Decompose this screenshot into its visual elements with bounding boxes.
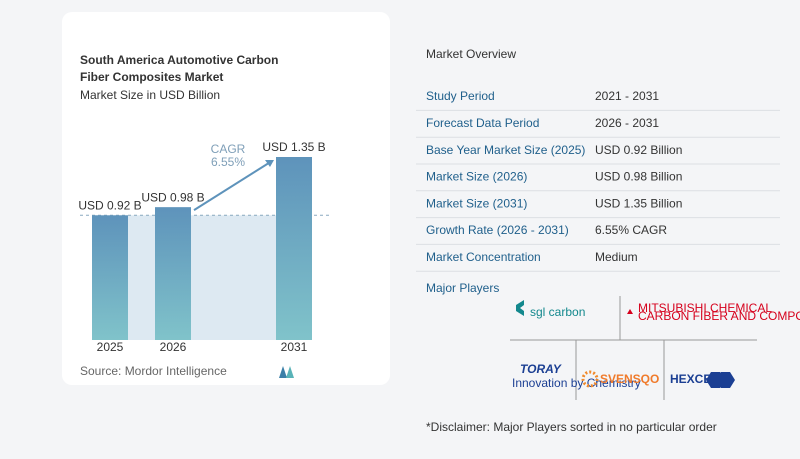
baseline-area [128, 215, 276, 340]
data-label: USD 0.92 B [78, 198, 141, 212]
logo-text: HEXCEL [670, 372, 719, 386]
logo-text: MITSUBISHI CHEMICAL [638, 301, 772, 315]
cagr-label: CAGR [211, 142, 246, 156]
overview-table: Study Period 2021 - 2031 Forecast Data Per… [416, 89, 780, 272]
logo-text: SVENSQO [600, 372, 659, 386]
player-logos: sgl carbon MITSUBISHI CHEMICAL CARBON FI… [510, 296, 800, 400]
row-value: Medium [595, 250, 638, 264]
players-title: Major Players [426, 281, 499, 295]
row-value: 6.55% CAGR [595, 223, 667, 237]
row-label: Base Year Market Size (2025) [426, 143, 585, 157]
source-logo [279, 366, 294, 378]
row-label: Market Size (2026) [426, 170, 527, 184]
cagr-value: 6.55% [211, 155, 245, 169]
row-label: Market Size (2031) [426, 196, 527, 210]
logo-text: CARBON FIBER AND COMPOSITES [638, 309, 800, 323]
source: Source: Mordor Intelligence [80, 364, 227, 378]
x-tick-label: 2025 [97, 340, 124, 354]
row-value: 2021 - 2031 [595, 89, 659, 103]
chart-title: South America Automotive Carbon Fiber Com… [80, 53, 278, 84]
bar [155, 207, 191, 340]
bar [92, 215, 128, 340]
data-label: USD 0.98 B [141, 190, 204, 204]
bar [276, 157, 312, 340]
row-label: Growth Rate (2026 - 2031) [426, 223, 569, 237]
logo-text: TORAY [520, 362, 562, 376]
arrow-head [265, 160, 274, 167]
row-value: USD 0.98 Billion [595, 170, 682, 184]
overview-title: Market Overview [426, 47, 516, 61]
row-value: USD 0.92 Billion [595, 143, 682, 157]
logo-text: Innovation by Chemistry [512, 376, 641, 390]
logo-text: sgl carbon [530, 305, 585, 319]
row-value: 2026 - 2031 [595, 116, 659, 130]
x-tick-label: 2031 [281, 340, 308, 354]
row-label: Forecast Data Period [426, 116, 539, 130]
row-value: USD 1.35 Billion [595, 196, 682, 210]
row-label: Market Concentration [426, 250, 541, 264]
chart: USD 0.92 B 2025 USD 0.98 B 2026 USD 1.35 B 20… [78, 140, 330, 354]
cagr-arrow [193, 160, 273, 212]
data-label: USD 1.35 B [262, 140, 325, 154]
disclaimer: *Disclaimer: Major Players sorted in no … [426, 420, 717, 434]
x-tick-label: 2026 [160, 340, 187, 354]
chart-subtitle: Market Size in USD Billion [80, 88, 220, 102]
row-label: Study Period [426, 89, 495, 103]
